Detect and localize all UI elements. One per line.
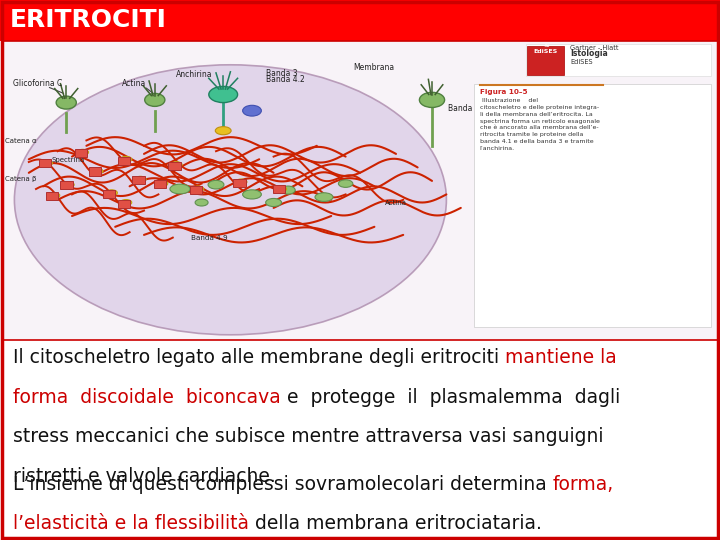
Text: stress meccanici che subisce mentre attraversa vasi sanguigni: stress meccanici che subisce mentre attr… bbox=[13, 427, 603, 446]
FancyBboxPatch shape bbox=[103, 190, 115, 198]
FancyBboxPatch shape bbox=[118, 200, 130, 208]
Ellipse shape bbox=[266, 198, 282, 206]
Text: Banda 4.9: Banda 4.9 bbox=[191, 235, 228, 241]
Ellipse shape bbox=[14, 65, 446, 335]
Ellipse shape bbox=[170, 184, 190, 194]
Text: Banda 4.1: Banda 4.1 bbox=[448, 104, 487, 113]
FancyBboxPatch shape bbox=[154, 180, 166, 188]
Text: l’elasticità e la flessibilità: l’elasticità e la flessibilità bbox=[13, 514, 249, 533]
Text: ristretti e valvole cardiache.: ristretti e valvole cardiache. bbox=[13, 467, 276, 485]
FancyBboxPatch shape bbox=[190, 186, 202, 194]
Ellipse shape bbox=[275, 186, 287, 192]
Text: Membrana: Membrana bbox=[353, 63, 394, 72]
Text: forma  discoidale  biconcava: forma discoidale biconcava bbox=[13, 388, 281, 407]
Text: Anchirina: Anchirina bbox=[176, 70, 213, 79]
Text: mantiene la: mantiene la bbox=[505, 348, 617, 367]
Ellipse shape bbox=[63, 181, 74, 188]
FancyBboxPatch shape bbox=[168, 162, 181, 170]
Text: Illustrazione    del
citoscheletro e delle proteine integra-
li della membrana d: Illustrazione del citoscheletro e delle … bbox=[480, 98, 599, 151]
Text: Spectrina: Spectrina bbox=[52, 157, 85, 163]
Ellipse shape bbox=[208, 180, 224, 189]
Ellipse shape bbox=[56, 96, 76, 109]
Text: Glicoforina C: Glicoforina C bbox=[13, 79, 62, 89]
Ellipse shape bbox=[91, 168, 103, 174]
Bar bbox=[527, 46, 564, 75]
Text: Catena α: Catena α bbox=[5, 138, 37, 144]
Text: Banda 4.2: Banda 4.2 bbox=[266, 75, 305, 84]
Text: della membrana eritrociataria.: della membrana eritrociataria. bbox=[249, 514, 542, 533]
Text: e  protegge  il  plasmalemma  dagli: e protegge il plasmalemma dagli bbox=[281, 388, 620, 407]
Text: Actina: Actina bbox=[385, 200, 408, 206]
Ellipse shape bbox=[106, 190, 117, 195]
Ellipse shape bbox=[338, 180, 353, 187]
Text: EdiSES: EdiSES bbox=[570, 58, 593, 65]
Bar bbox=[2, 40, 718, 340]
FancyBboxPatch shape bbox=[118, 157, 130, 165]
Text: forma,: forma, bbox=[553, 475, 614, 494]
Text: Gartner - Hiatt: Gartner - Hiatt bbox=[570, 44, 618, 51]
FancyBboxPatch shape bbox=[89, 167, 101, 176]
Text: ERITROCITI: ERITROCITI bbox=[9, 8, 166, 32]
Ellipse shape bbox=[156, 180, 168, 186]
Ellipse shape bbox=[135, 176, 146, 183]
Ellipse shape bbox=[315, 193, 333, 201]
Ellipse shape bbox=[215, 126, 231, 135]
FancyBboxPatch shape bbox=[75, 148, 87, 157]
Ellipse shape bbox=[419, 92, 445, 107]
Text: Banda 3: Banda 3 bbox=[266, 69, 298, 78]
Ellipse shape bbox=[48, 192, 60, 199]
Ellipse shape bbox=[120, 199, 132, 206]
Ellipse shape bbox=[243, 190, 261, 199]
Bar bbox=[0, 0, 720, 40]
FancyBboxPatch shape bbox=[132, 176, 145, 184]
Ellipse shape bbox=[41, 160, 53, 166]
Text: Istologia: Istologia bbox=[570, 50, 608, 58]
Ellipse shape bbox=[120, 157, 132, 163]
Text: EdiSES: EdiSES bbox=[534, 49, 558, 55]
Text: L’insieme di questi complessi sovramolecolari determina: L’insieme di questi complessi sovramolec… bbox=[13, 475, 553, 494]
Ellipse shape bbox=[195, 199, 208, 206]
Text: Figura 10–5: Figura 10–5 bbox=[480, 89, 527, 94]
Text: Actina: Actina bbox=[122, 79, 147, 89]
FancyBboxPatch shape bbox=[273, 185, 285, 193]
Ellipse shape bbox=[77, 149, 89, 156]
Text: Il citoscheletro legato alle membrane degli eritrociti: Il citoscheletro legato alle membrane de… bbox=[13, 348, 505, 367]
Ellipse shape bbox=[192, 186, 204, 192]
Ellipse shape bbox=[281, 186, 295, 194]
Ellipse shape bbox=[145, 93, 165, 106]
Ellipse shape bbox=[243, 105, 261, 116]
Ellipse shape bbox=[171, 162, 182, 168]
Text: ≈: ≈ bbox=[543, 43, 549, 49]
Ellipse shape bbox=[209, 86, 238, 103]
FancyBboxPatch shape bbox=[233, 179, 246, 187]
Text: Catena β: Catena β bbox=[5, 176, 37, 182]
FancyBboxPatch shape bbox=[39, 159, 51, 167]
Bar bbox=[474, 84, 711, 327]
FancyBboxPatch shape bbox=[60, 181, 73, 189]
FancyBboxPatch shape bbox=[46, 192, 58, 200]
Ellipse shape bbox=[235, 179, 247, 185]
Bar bbox=[526, 44, 711, 76]
